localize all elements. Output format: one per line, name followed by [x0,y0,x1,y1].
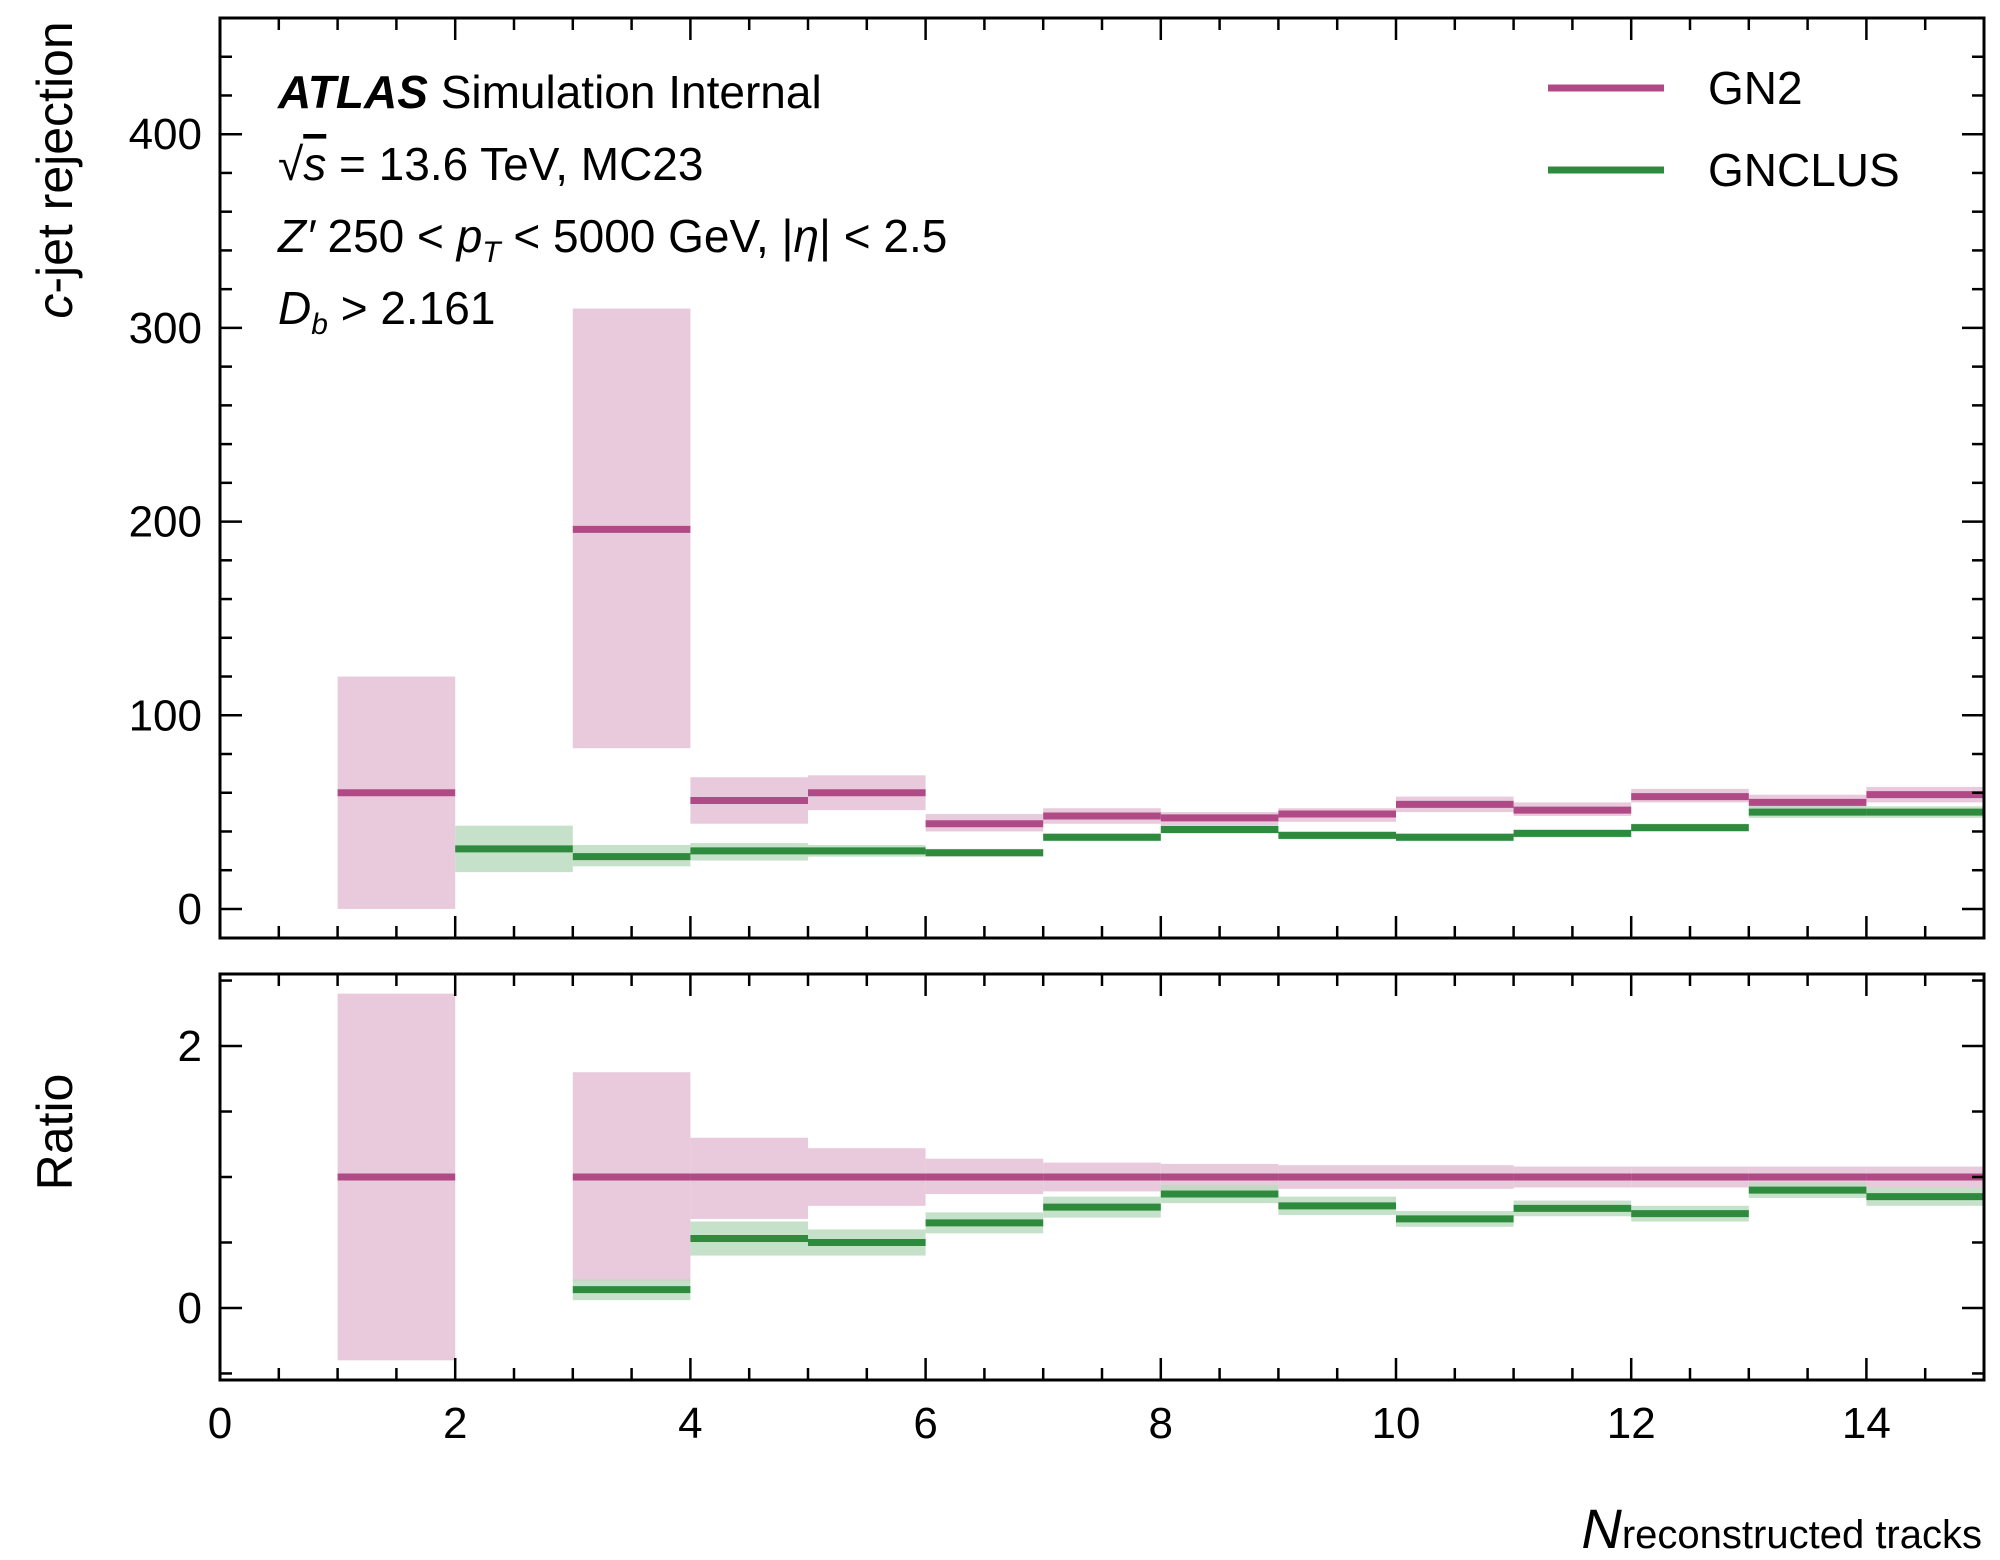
top-y-axis-label-c: c [27,294,83,319]
ratio-y-tick-label: 0 [178,1284,202,1333]
top-panel-frame [218,16,1986,940]
x-tick-labels: 0 2 4 6 8 10 12 14 [208,1399,1891,1448]
top-y-tick-label: 200 [129,498,202,547]
x-tick-label: 6 [913,1399,937,1448]
top-panel-lines [337,525,1984,861]
top-y-tick-label: 400 [129,110,202,159]
top-y-tick-label: 300 [129,304,202,353]
ratio-y-tick-labels: 02 [178,1022,202,1333]
legend-label-gnclus: GNCLUS [1708,144,1900,196]
x-tick-label: 4 [678,1399,702,1448]
top-y-tick-label: 0 [178,885,202,934]
annotation-line-3: Z′ 250 < pT < 5000 GeV, |η| < 2.5 [277,210,947,269]
x-tick-label: 8 [1149,1399,1173,1448]
x-tick-label: 12 [1607,1399,1656,1448]
annotation-line-4: Db > 2.161 [278,282,495,341]
ratio-y-axis-label: Ratio [27,1074,83,1191]
legend: GN2 GNCLUS [1548,62,1900,196]
top-y-tick-labels: 0 100 200 300 400 [129,110,202,934]
ratio-y-tick-label: 2 [178,1022,202,1071]
x-tick-label: 0 [208,1399,232,1448]
atlas-label: ATLAS [277,66,428,118]
x-axis-label-main: N [1581,1497,1622,1560]
simulation-internal-label: Simulation Internal [441,66,822,118]
x-axis-label: Nreconstructed tracks [1581,1497,1982,1560]
x-tick-label: 10 [1372,1399,1421,1448]
annotation-line-2: √s = 13.6 TeV, MC23 [278,138,703,190]
x-axis-label-sub: reconstructed tracks [1622,1513,1982,1557]
x-tick-label: 14 [1842,1399,1891,1448]
legend-label-gn2: GN2 [1708,62,1803,114]
top-y-tick-label: 100 [129,691,202,740]
annotation-block: ATLAS Simulation Internal √s = 13.6 TeV,… [277,66,947,341]
x-tick-label: 2 [443,1399,467,1448]
top-y-axis-label: c-jet rejection [27,21,83,318]
ratio-panel-frame [218,972,1986,1382]
annotation-line-1: ATLAS Simulation Internal [277,66,822,118]
top-y-axis-label-rest: -jet rejection [27,21,83,293]
ratio-panel-lines [337,1173,1984,1294]
